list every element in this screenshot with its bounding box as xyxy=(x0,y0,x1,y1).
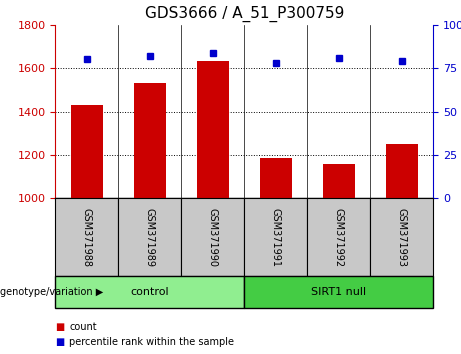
Bar xyxy=(134,83,165,198)
Bar xyxy=(370,198,433,276)
Text: GSM371992: GSM371992 xyxy=(334,207,344,267)
Text: ■: ■ xyxy=(55,322,65,332)
Bar xyxy=(307,198,370,276)
Text: GSM371991: GSM371991 xyxy=(271,208,281,267)
Bar xyxy=(244,198,307,276)
Text: genotype/variation ▶: genotype/variation ▶ xyxy=(0,287,103,297)
Bar xyxy=(55,198,118,276)
Bar xyxy=(260,158,291,198)
Bar xyxy=(244,276,433,308)
Text: control: control xyxy=(130,287,169,297)
Text: percentile rank within the sample: percentile rank within the sample xyxy=(69,337,234,347)
Text: count: count xyxy=(69,322,97,332)
Text: GSM371989: GSM371989 xyxy=(145,208,155,267)
Bar xyxy=(71,105,102,198)
Text: ■: ■ xyxy=(55,337,65,347)
Bar xyxy=(323,164,355,198)
Title: GDS3666 / A_51_P300759: GDS3666 / A_51_P300759 xyxy=(145,6,344,22)
Bar xyxy=(197,61,229,198)
Bar xyxy=(181,198,244,276)
Text: SIRT1 null: SIRT1 null xyxy=(311,287,366,297)
Bar xyxy=(55,276,244,308)
Bar xyxy=(386,144,418,198)
Text: GSM371993: GSM371993 xyxy=(397,208,407,267)
Text: GSM371988: GSM371988 xyxy=(82,208,92,267)
Bar xyxy=(118,198,181,276)
Text: GSM371990: GSM371990 xyxy=(208,208,218,267)
